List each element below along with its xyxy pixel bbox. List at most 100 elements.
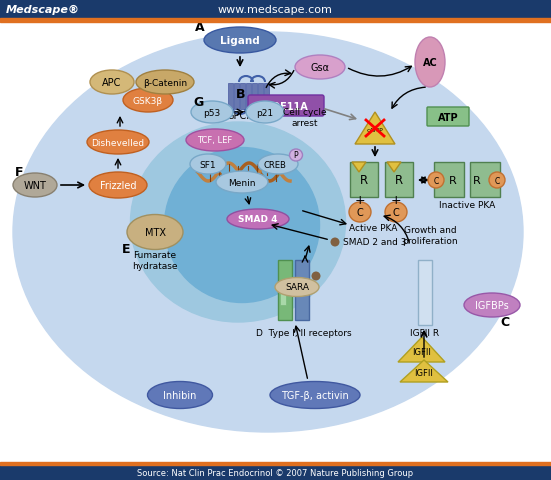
Text: Frizzled: Frizzled (100, 180, 136, 191)
Text: R: R (449, 176, 457, 186)
Bar (0, 462, 551, 465)
Text: IGFII: IGFII (414, 369, 434, 378)
Text: IGFII R: IGFII R (410, 328, 440, 337)
Ellipse shape (349, 203, 371, 223)
Text: Inactive PKA: Inactive PKA (439, 201, 495, 210)
Bar (264, 84, 268, 110)
Ellipse shape (136, 71, 194, 95)
Bar (0, 0, 551, 19)
Text: G: G (193, 96, 203, 109)
Text: β-Catenin: β-Catenin (143, 78, 187, 87)
FancyBboxPatch shape (248, 96, 324, 117)
Ellipse shape (13, 33, 523, 432)
Bar (350, 163, 378, 198)
Ellipse shape (131, 123, 345, 323)
Text: p53: p53 (203, 108, 220, 117)
Polygon shape (387, 163, 401, 173)
Text: www.medscape.com: www.medscape.com (218, 5, 332, 15)
Text: A: A (195, 21, 204, 34)
Text: +: + (391, 194, 401, 207)
Text: C: C (494, 176, 500, 185)
Text: IGFII: IGFII (413, 348, 431, 357)
Text: Medscape®: Medscape® (6, 5, 80, 15)
Text: B: B (236, 88, 246, 101)
Text: SMAD 2 and 3: SMAD 2 and 3 (343, 238, 407, 247)
Text: R: R (360, 174, 368, 187)
FancyBboxPatch shape (427, 108, 469, 127)
Ellipse shape (258, 155, 298, 175)
Bar (234, 84, 239, 110)
Text: cAMP: cAMP (366, 128, 383, 133)
Bar (385, 163, 413, 198)
Text: GPCR: GPCR (226, 111, 253, 121)
Ellipse shape (246, 102, 284, 124)
Ellipse shape (90, 71, 134, 95)
Ellipse shape (89, 173, 147, 199)
Text: IGFBPs: IGFBPs (475, 300, 509, 311)
Bar (246, 84, 251, 110)
Text: F: F (15, 166, 24, 179)
Bar (278, 261, 292, 320)
Ellipse shape (165, 148, 320, 303)
Ellipse shape (464, 293, 520, 317)
Text: Inhibin: Inhibin (163, 390, 197, 400)
Text: MTX: MTX (144, 228, 165, 238)
Text: P: P (294, 151, 298, 160)
Text: SARA: SARA (285, 283, 309, 292)
Ellipse shape (186, 130, 244, 152)
Text: GSK3β: GSK3β (133, 96, 163, 105)
Polygon shape (355, 113, 395, 144)
Text: Fumarate
hydratase: Fumarate hydratase (132, 251, 178, 270)
Text: D  Type I, II receptors: D Type I, II receptors (256, 328, 352, 337)
Text: Menin: Menin (228, 178, 256, 187)
Ellipse shape (428, 173, 444, 189)
Polygon shape (400, 360, 448, 382)
Text: PDE11A: PDE11A (264, 102, 307, 112)
Text: +: + (355, 194, 365, 207)
Polygon shape (398, 337, 445, 362)
Text: Ligand: Ligand (220, 36, 260, 46)
Ellipse shape (127, 215, 183, 250)
Text: Dishevelled: Dishevelled (91, 138, 144, 147)
Ellipse shape (87, 131, 149, 155)
Text: Gsα: Gsα (311, 63, 329, 73)
Bar (240, 84, 245, 110)
Ellipse shape (13, 174, 57, 198)
Ellipse shape (148, 382, 213, 408)
Text: Cell cycle
arrest: Cell cycle arrest (283, 108, 327, 127)
Text: C: C (356, 207, 363, 217)
Bar (252, 84, 257, 110)
Text: Active PKA: Active PKA (349, 224, 397, 233)
Bar (0, 19, 551, 23)
Ellipse shape (295, 56, 345, 80)
Bar (434, 163, 464, 198)
Text: ATP: ATP (437, 113, 458, 123)
Text: SF1: SF1 (199, 160, 217, 169)
Bar (470, 163, 500, 198)
Text: APC: APC (102, 78, 122, 88)
Ellipse shape (123, 89, 173, 113)
Text: TCF, LEF: TCF, LEF (197, 136, 233, 145)
Ellipse shape (204, 28, 276, 54)
Bar (258, 84, 262, 110)
Ellipse shape (331, 238, 339, 247)
Text: R: R (473, 176, 481, 186)
Bar (280, 291, 286, 305)
Bar (0, 465, 551, 480)
Ellipse shape (415, 38, 445, 88)
Text: Growth and
proliferation: Growth and proliferation (402, 226, 458, 245)
Ellipse shape (385, 203, 407, 223)
Bar (228, 84, 233, 110)
Text: C: C (393, 207, 399, 217)
Ellipse shape (275, 278, 319, 297)
Ellipse shape (216, 172, 268, 193)
Ellipse shape (289, 150, 302, 162)
Ellipse shape (191, 102, 233, 124)
Text: TGF-β, activin: TGF-β, activin (281, 390, 349, 400)
Ellipse shape (311, 272, 321, 281)
Text: AC: AC (423, 58, 437, 68)
Ellipse shape (190, 155, 226, 175)
Text: E: E (122, 242, 131, 255)
Ellipse shape (227, 210, 289, 229)
Bar (295, 261, 309, 320)
